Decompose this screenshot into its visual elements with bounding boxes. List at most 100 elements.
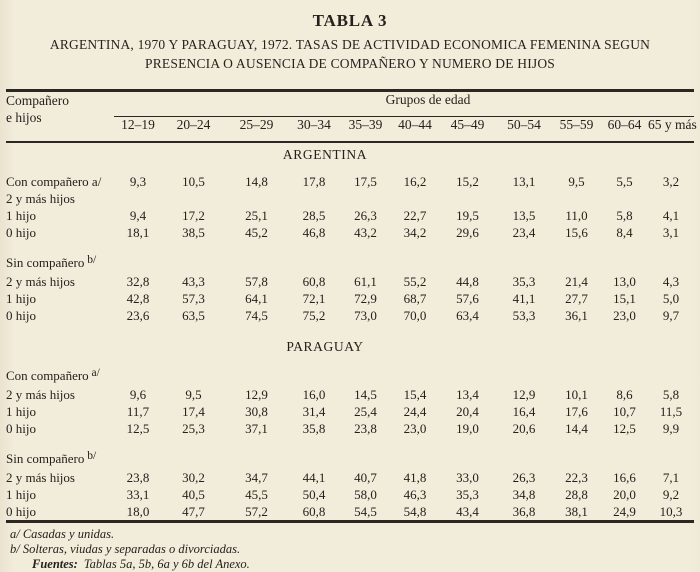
value-cell: 43,3 [182,274,205,289]
value-cell: 36,1 [565,308,588,323]
value-cell: 13,0 [613,274,636,289]
value-cell: 23,8 [126,470,150,485]
value-cell: 41,1 [512,291,536,306]
value-cell: 22,7 [403,208,427,223]
value-cell [552,367,601,386]
value-cell: 27,7 [565,291,588,306]
value-cell [340,254,391,273]
value-cell [552,190,601,207]
row-label: Sin compañero b/ [6,254,114,273]
value-cell [162,450,225,469]
value-cell: 17,2 [182,208,205,223]
value-cell: 75,2 [302,308,326,323]
value-cell: 38,1 [565,504,588,519]
row-label: 1 hijo [6,207,114,224]
value-cell: 70,0 [403,308,427,323]
row-label: 2 y más hijos [6,273,114,290]
table-row: 0 hijo 23,6 63,5 74,5 75,2 73,0 70,0 63,4 53,3 36… [6,307,694,324]
section-header-row: ARGENTINA [6,142,694,173]
footnote-marker: b/ [84,450,97,462]
value-cell: 15,2 [456,174,479,189]
row-label: Con compañero a/ [6,173,114,190]
row-label: 0 hijo [6,224,114,241]
value-cell [648,254,694,273]
row-label: 1 hijo [6,486,114,503]
table-row: Con compañero a/9,3 10,5 14,8 17,8 17,5 16,2 1… [6,173,694,190]
value-cell: 19,0 [456,421,479,436]
subtitle-line-1: ARGENTINA, 1970 Y PARAGUAY, 1972. TASAS … [49,37,651,52]
value-cell: 24,9 [613,504,636,519]
value-cell: 73,0 [354,308,377,323]
value-cell: 5,0 [662,291,680,306]
age-col-45-49: 45–49 [439,116,496,143]
row-label-text: 2 y más hijos [6,274,75,289]
value-cell: 12,5 [613,421,636,436]
age-col-60-64: 60–64 [601,116,648,143]
value-cell: 15,1 [613,291,636,306]
row-header-cell: Compañero e hijos [6,90,114,143]
value-cell: 24,4 [403,404,427,419]
value-cell [288,254,340,273]
value-cell: 14,8 [245,174,268,189]
age-col-20-24: 20–24 [162,116,225,143]
value-cell: 44,1 [302,470,326,485]
value-cell: 5,8 [662,387,680,402]
row-header-line-1: Compañero [6,93,69,108]
value-cell: 33,0 [456,470,479,485]
value-cell: 41,8 [403,470,427,485]
section-header-cell: ARGENTINA [6,142,694,173]
value-cell: 34,2 [403,225,427,240]
value-cell: 54,8 [403,504,427,519]
value-cell: 23,8 [354,421,377,436]
table-row: 2 y más hijos 23,8 30,2 34,7 44,1 40,7 41,8 33,… [6,469,694,486]
value-cell: 9,4 [129,208,147,223]
value-cell [225,254,288,273]
table-row: 2 y más hijos [6,190,694,207]
table-row: 1 hijo 9,4 17,2 25,1 28,5 26,3 22,7 19,5 13,5 11,… [6,207,694,224]
footnote-b: b/ Solteras, viudas y separadas o divorc… [10,542,241,556]
value-cell: 63,4 [456,308,479,323]
value-cell: 11,7 [126,404,150,419]
value-cell [225,450,288,469]
value-cell: 9,2 [662,487,680,502]
value-cell: 14,5 [354,387,377,402]
value-cell: 30,2 [182,470,205,485]
value-cell: 7,1 [662,470,680,485]
value-cell: 63,5 [182,308,205,323]
table-row: 2 y más hijos 32,8 43,3 57,8 60,8 61,1 55,2 44,… [6,273,694,290]
value-cell [648,190,694,207]
value-cell: 11,5 [659,404,683,419]
value-cell: 17,8 [302,174,326,189]
value-cell: 60,8 [302,504,326,519]
value-cell: 54,5 [354,504,377,519]
value-cell [288,367,340,386]
value-cell: 9,3 [129,174,147,189]
value-cell: 20,4 [456,404,479,419]
value-cell: 72,1 [302,291,326,306]
value-cell [601,450,648,469]
value-cell: 57,8 [245,274,268,289]
value-cell: 17,6 [565,404,588,419]
value-cell: 36,8 [512,504,536,519]
value-cell [340,190,391,207]
value-cell: 26,3 [354,208,377,223]
age-col-40-44: 40–44 [391,116,439,143]
value-cell: 57,3 [182,291,205,306]
value-cell: 23,4 [512,225,536,240]
table-header: Compañero e hijos Grupos de edad 12–19 2… [6,90,697,143]
value-cell: 23,0 [613,308,636,323]
value-cell: 35,3 [456,487,479,502]
value-cell: 43,2 [354,225,377,240]
value-cell: 61,1 [354,274,377,289]
value-cell [496,450,552,469]
value-cell: 42,8 [126,291,150,306]
value-cell: 20,6 [512,421,536,436]
value-cell: 55,2 [403,274,427,289]
value-cell: 50,4 [302,487,326,502]
table-row: 1 hijo 33,1 40,5 45,5 50,4 58,0 46,3 35,3 34,8 28… [6,486,694,503]
value-cell: 26,3 [512,470,536,485]
statistics-table: Compañero e hijos Grupos de edad 12–19 2… [6,89,697,523]
spacer-cell [6,437,694,450]
value-cell: 60,8 [302,274,326,289]
value-cell: 34,7 [245,470,268,485]
